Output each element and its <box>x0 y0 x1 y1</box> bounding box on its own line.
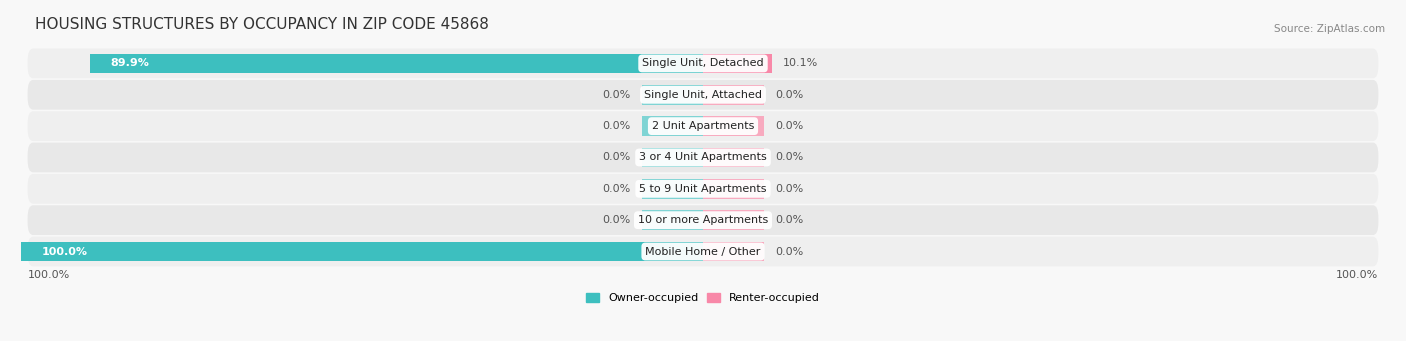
Text: 3 or 4 Unit Apartments: 3 or 4 Unit Apartments <box>640 152 766 162</box>
Text: 0.0%: 0.0% <box>775 90 804 100</box>
FancyBboxPatch shape <box>28 143 1378 172</box>
FancyBboxPatch shape <box>28 174 1378 204</box>
Text: 5 to 9 Unit Apartments: 5 to 9 Unit Apartments <box>640 184 766 194</box>
FancyBboxPatch shape <box>28 80 1378 110</box>
Text: 0.0%: 0.0% <box>602 121 631 131</box>
Text: 89.9%: 89.9% <box>110 58 149 69</box>
Text: 0.0%: 0.0% <box>775 121 804 131</box>
Bar <box>703 148 765 167</box>
Bar <box>703 242 765 261</box>
Text: 100.0%: 100.0% <box>28 270 70 280</box>
Text: 100.0%: 100.0% <box>41 247 87 256</box>
Text: Single Unit, Detached: Single Unit, Detached <box>643 58 763 69</box>
Legend: Owner-occupied, Renter-occupied: Owner-occupied, Renter-occupied <box>581 288 825 308</box>
Text: 0.0%: 0.0% <box>602 90 631 100</box>
Text: Source: ZipAtlas.com: Source: ZipAtlas.com <box>1274 24 1385 34</box>
Text: 0.0%: 0.0% <box>775 152 804 162</box>
Text: 0.0%: 0.0% <box>775 247 804 256</box>
Bar <box>641 85 703 104</box>
FancyBboxPatch shape <box>28 111 1378 141</box>
Bar <box>90 54 703 73</box>
Text: 100.0%: 100.0% <box>1336 270 1378 280</box>
Text: 0.0%: 0.0% <box>775 184 804 194</box>
Bar <box>703 179 765 198</box>
Text: HOUSING STRUCTURES BY OCCUPANCY IN ZIP CODE 45868: HOUSING STRUCTURES BY OCCUPANCY IN ZIP C… <box>35 17 488 32</box>
Text: 2 Unit Apartments: 2 Unit Apartments <box>652 121 754 131</box>
Bar <box>641 179 703 198</box>
Text: 0.0%: 0.0% <box>602 152 631 162</box>
FancyBboxPatch shape <box>28 205 1378 235</box>
Text: 10 or more Apartments: 10 or more Apartments <box>638 215 768 225</box>
Bar <box>703 210 765 230</box>
Bar <box>703 116 765 136</box>
Bar <box>641 148 703 167</box>
Text: 10.1%: 10.1% <box>783 58 818 69</box>
Bar <box>21 242 703 261</box>
Bar <box>703 85 765 104</box>
Text: 0.0%: 0.0% <box>602 215 631 225</box>
Text: Mobile Home / Other: Mobile Home / Other <box>645 247 761 256</box>
Bar <box>641 116 703 136</box>
Text: 0.0%: 0.0% <box>602 184 631 194</box>
FancyBboxPatch shape <box>28 237 1378 266</box>
FancyBboxPatch shape <box>28 48 1378 78</box>
Text: 0.0%: 0.0% <box>775 215 804 225</box>
Bar <box>703 54 772 73</box>
Text: Single Unit, Attached: Single Unit, Attached <box>644 90 762 100</box>
Bar <box>641 210 703 230</box>
